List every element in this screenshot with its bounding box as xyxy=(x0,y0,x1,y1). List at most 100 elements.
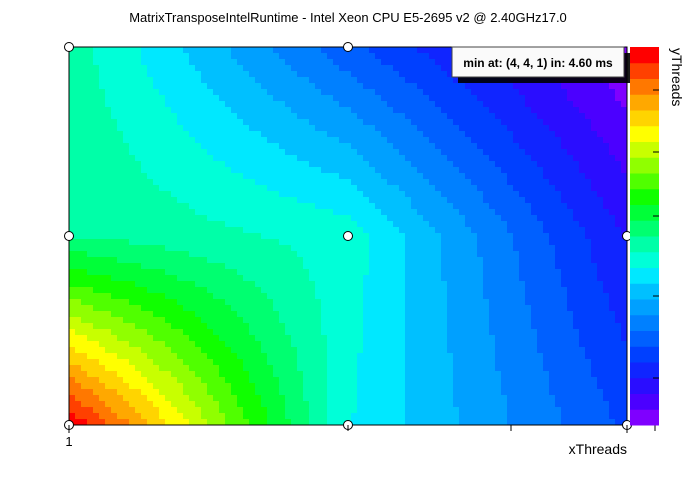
heatmap-cell xyxy=(99,125,106,132)
heatmap-cell xyxy=(411,113,418,120)
heatmap-cell xyxy=(363,83,370,90)
heatmap-cell xyxy=(93,137,100,144)
heatmap-cell xyxy=(285,281,292,288)
heatmap-cell xyxy=(471,269,478,276)
heatmap-cell xyxy=(291,239,298,246)
heatmap-cell xyxy=(471,137,478,144)
heatmap-cell xyxy=(345,311,352,318)
heatmap-cell xyxy=(189,239,196,246)
heatmap-cell xyxy=(555,311,562,318)
heatmap-cell xyxy=(417,185,424,192)
heatmap-cell xyxy=(609,275,616,282)
heatmap-cell xyxy=(165,221,172,228)
heatmap-cell xyxy=(447,71,454,78)
heatmap-cell xyxy=(561,335,568,342)
heatmap-cell xyxy=(207,71,214,78)
heatmap-cell xyxy=(135,359,142,366)
heatmap-cell xyxy=(351,149,358,156)
heatmap-cell xyxy=(99,311,106,318)
heatmap-cell xyxy=(603,275,610,282)
heatmap-cell xyxy=(111,233,118,240)
heatmap-cell xyxy=(387,203,394,210)
heatmap-cell xyxy=(393,101,400,108)
heatmap-cell xyxy=(207,191,214,198)
heatmap-cell xyxy=(153,173,160,180)
heatmap-cell xyxy=(549,329,556,336)
heatmap-cell xyxy=(351,317,358,324)
heatmap-cell xyxy=(159,89,166,96)
heatmap-cell xyxy=(369,131,376,138)
heatmap-cell xyxy=(93,275,100,282)
heatmap-cell xyxy=(495,215,502,222)
heatmap-cell xyxy=(75,275,82,282)
heatmap-cell xyxy=(207,281,214,288)
heatmap-cell xyxy=(153,251,160,258)
heatmap-cell xyxy=(363,287,370,294)
heatmap-cell xyxy=(513,329,520,336)
heatmap-cell xyxy=(381,305,388,312)
heatmap-cell xyxy=(159,335,166,342)
heatmap-cell xyxy=(69,209,76,216)
heatmap-cell xyxy=(69,197,76,204)
heatmap-cell xyxy=(615,89,622,96)
heatmap-cell xyxy=(531,233,538,240)
heatmap-cell xyxy=(369,65,376,72)
heatmap-cell xyxy=(189,341,196,348)
heatmap-cell xyxy=(75,323,82,330)
heatmap-cell xyxy=(435,83,442,90)
heatmap-cell xyxy=(597,299,604,306)
heatmap-cell xyxy=(219,359,226,366)
heatmap-cell xyxy=(351,221,358,228)
heatmap-cell xyxy=(495,161,502,168)
heatmap-cell xyxy=(387,101,394,108)
heatmap-cell xyxy=(183,113,190,120)
heatmap-cell xyxy=(69,125,76,132)
heatmap-cell xyxy=(315,125,322,132)
heatmap-cell xyxy=(261,131,268,138)
heatmap-cell xyxy=(309,101,316,108)
heatmap-cell xyxy=(213,119,220,126)
heatmap-cell xyxy=(195,221,202,228)
heatmap-cell xyxy=(477,95,484,102)
heatmap-cell xyxy=(531,323,538,330)
heatmap-cell xyxy=(231,107,238,114)
heatmap-cell xyxy=(483,317,490,324)
heatmap-cell xyxy=(129,167,136,174)
heatmap-cell xyxy=(513,191,520,198)
heatmap-cell xyxy=(423,47,430,54)
heatmap-cell xyxy=(609,305,616,312)
heatmap-cell xyxy=(177,143,184,150)
heatmap-cell xyxy=(507,89,514,96)
heatmap-cell xyxy=(207,131,214,138)
heatmap-cell xyxy=(321,137,328,144)
heatmap-cell xyxy=(465,311,472,318)
heatmap-cell xyxy=(519,311,526,318)
heatmap-cell xyxy=(135,299,142,306)
heatmap-cell xyxy=(447,107,454,114)
heatmap-cell xyxy=(555,329,562,336)
heatmap-cell xyxy=(465,293,472,300)
heatmap-cell xyxy=(309,131,316,138)
heatmap-cell xyxy=(273,341,280,348)
heatmap-cell xyxy=(117,143,124,150)
heatmap-cell xyxy=(489,233,496,240)
heatmap-cell xyxy=(597,185,604,192)
heatmap-cell xyxy=(87,95,94,102)
heatmap-cell xyxy=(501,245,508,252)
heatmap-cell xyxy=(363,221,370,228)
heatmap-cell xyxy=(519,263,526,270)
heatmap-cell xyxy=(201,227,208,234)
heatmap-cell xyxy=(525,251,532,258)
heatmap-cell xyxy=(207,47,214,54)
heatmap-cell xyxy=(225,71,232,78)
heatmap-cell xyxy=(99,53,106,60)
heatmap-cell xyxy=(375,347,382,354)
heatmap-cell xyxy=(561,275,568,282)
heatmap-cell xyxy=(207,179,214,186)
heatmap-cell xyxy=(105,173,112,180)
heatmap-cell xyxy=(333,209,340,216)
heatmap-cell xyxy=(363,161,370,168)
heatmap-cell xyxy=(111,59,118,66)
heatmap-cell xyxy=(435,365,442,372)
heatmap-cell xyxy=(597,257,604,264)
